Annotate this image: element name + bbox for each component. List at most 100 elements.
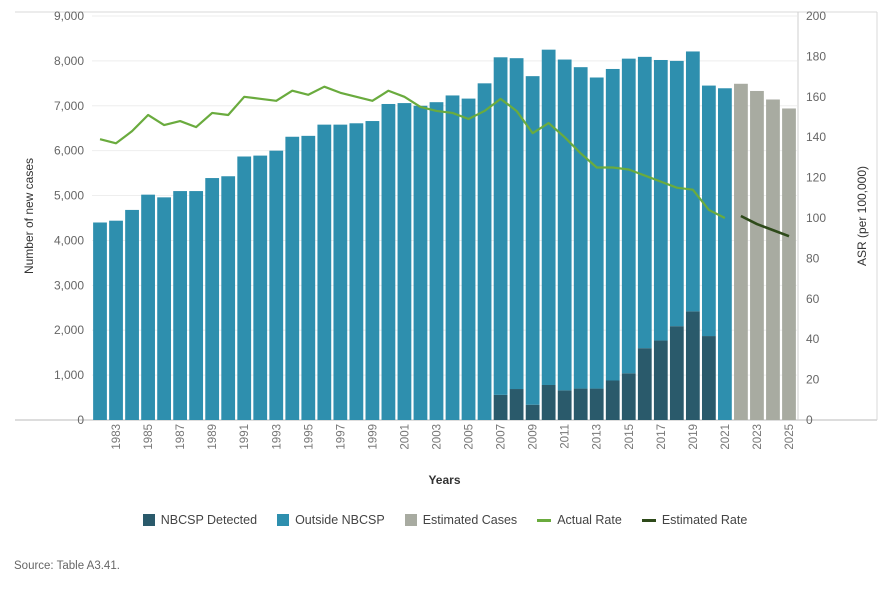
bar-nbcsp-detected <box>541 384 556 420</box>
bar-estimated-cases <box>766 99 780 420</box>
legend-label-estimated-cases: Estimated Cases <box>422 513 518 527</box>
bar-outside-nbcsp <box>221 176 236 420</box>
legend-item-estimated-cases[interactable]: Estimated Cases <box>404 513 518 527</box>
bar-outside-nbcsp <box>397 103 412 420</box>
y-tick-label-right: 100 <box>806 211 826 225</box>
bar-nbcsp-detected <box>653 340 668 420</box>
x-tick-label: 2013 <box>592 424 604 450</box>
y-tick-label-right: 200 <box>806 9 826 23</box>
bar-outside-nbcsp <box>413 105 428 421</box>
y-axis-label-left: Number of new cases <box>22 158 36 274</box>
y-tick-label-left: 6,000 <box>54 144 84 158</box>
x-tick-label: 1991 <box>239 424 251 450</box>
y-tick-label-left: 1,000 <box>54 368 84 382</box>
x-tick-label: 1985 <box>143 424 155 450</box>
x-tick-label: 1993 <box>271 424 283 450</box>
x-tick-label: 2021 <box>720 424 732 450</box>
x-tick-label: 1983 <box>111 424 123 450</box>
y-tick-label-right: 0 <box>806 413 813 427</box>
legend-label-actual-rate: Actual Rate <box>557 513 622 527</box>
bar-outside-nbcsp <box>685 51 700 312</box>
bar-outside-nbcsp <box>349 123 364 420</box>
y-tick-label-left: 3,000 <box>54 278 84 292</box>
bar-nbcsp-detected <box>669 326 684 420</box>
x-tick-label: 2009 <box>528 424 540 450</box>
bar-outside-nbcsp <box>109 220 123 420</box>
bar-nbcsp-detected <box>589 388 604 420</box>
bar-outside-nbcsp <box>125 209 139 420</box>
bar-outside-nbcsp <box>173 191 188 420</box>
y-tick-label-right: 180 <box>806 49 826 63</box>
bar-outside-nbcsp <box>669 60 684 327</box>
bar-nbcsp-detected <box>509 389 524 420</box>
bar-outside-nbcsp <box>637 56 652 349</box>
legend-label-nbcsp-detected: NBCSP Detected <box>160 513 258 527</box>
bar-outside-nbcsp <box>621 58 636 374</box>
y-axis-label-right: ASR (per 100,000) <box>855 166 869 266</box>
x-tick-label: 1989 <box>207 424 219 450</box>
bar-estimated-cases <box>782 108 796 421</box>
bar-estimated-cases <box>750 90 764 420</box>
x-axis-label: Years <box>428 473 460 487</box>
bar-nbcsp-detected <box>557 390 572 420</box>
x-tick-label: 2015 <box>624 424 636 450</box>
y-tick-label-right: 160 <box>806 90 826 104</box>
x-tick-label: 2023 <box>752 424 764 450</box>
bar-outside-nbcsp <box>157 197 171 420</box>
y-tick-label-right: 60 <box>806 292 820 306</box>
bar-outside-nbcsp <box>429 102 444 420</box>
bar-outside-nbcsp <box>381 103 396 420</box>
y-tick-label-left: 7,000 <box>54 99 84 113</box>
x-tick-label: 1987 <box>175 424 187 450</box>
y-tick-label-right: 120 <box>806 171 826 185</box>
y-tick-label-left: 0 <box>77 413 84 427</box>
legend-item-outside-nbcsp[interactable]: Outside NBCSP <box>277 513 385 527</box>
bar-outside-nbcsp <box>509 58 524 390</box>
bar-nbcsp-detected <box>493 394 508 420</box>
y-tick-label-right: 40 <box>806 332 820 346</box>
bar-outside-nbcsp <box>205 178 220 420</box>
y-tick-label-right: 20 <box>806 373 820 387</box>
legend-swatch-estimated-rate <box>641 518 656 522</box>
bar-nbcsp-detected <box>637 348 652 420</box>
x-tick-label: 2003 <box>431 424 443 450</box>
bar-nbcsp-detected <box>573 388 588 420</box>
bar-outside-nbcsp <box>573 67 588 389</box>
bar-nbcsp-detected <box>525 404 540 420</box>
x-tick-label: 2019 <box>688 424 700 450</box>
bar-outside-nbcsp <box>589 77 604 389</box>
bar-outside-nbcsp <box>477 83 492 420</box>
line-actual-rate <box>99 85 726 219</box>
bar-outside-nbcsp <box>93 222 107 420</box>
y-tick-label-left: 4,000 <box>54 233 84 247</box>
bar-outside-nbcsp <box>493 57 508 395</box>
legend-item-actual-rate[interactable]: Actual Rate <box>537 513 622 527</box>
bar-outside-nbcsp <box>653 59 668 341</box>
y-tick-label-left: 2,000 <box>54 323 84 337</box>
bar-outside-nbcsp <box>189 191 204 420</box>
bar-outside-nbcsp <box>557 59 572 391</box>
y-tick-label-left: 9,000 <box>54 9 84 23</box>
bar-outside-nbcsp <box>301 135 316 420</box>
line-estimated-rate <box>740 214 790 238</box>
bar-outside-nbcsp <box>237 156 252 420</box>
y-tick-label-right: 80 <box>806 251 820 265</box>
legend-item-nbcsp-detected[interactable]: NBCSP Detected <box>142 513 258 527</box>
y-tick-label-right: 140 <box>806 130 826 144</box>
bar-outside-nbcsp <box>525 76 540 405</box>
x-tick-label: 2011 <box>560 424 572 449</box>
legend-swatch-nbcsp-detected <box>142 514 155 526</box>
bar-nbcsp-detected <box>701 336 716 420</box>
bar-outside-nbcsp <box>541 49 556 385</box>
source-note: Source: Table A3.41. <box>14 560 120 572</box>
legend-swatch-estimated-cases <box>404 514 417 526</box>
x-tick-label: 1995 <box>303 424 315 450</box>
x-tick-label: 1997 <box>335 424 347 450</box>
bar-outside-nbcsp <box>461 98 476 421</box>
legend-item-estimated-rate[interactable]: Estimated Rate <box>641 513 747 527</box>
bar-outside-nbcsp <box>445 95 460 420</box>
bar-outside-nbcsp <box>718 88 732 420</box>
bar-nbcsp-detected <box>605 380 620 420</box>
x-tick-label: 2017 <box>656 424 668 450</box>
